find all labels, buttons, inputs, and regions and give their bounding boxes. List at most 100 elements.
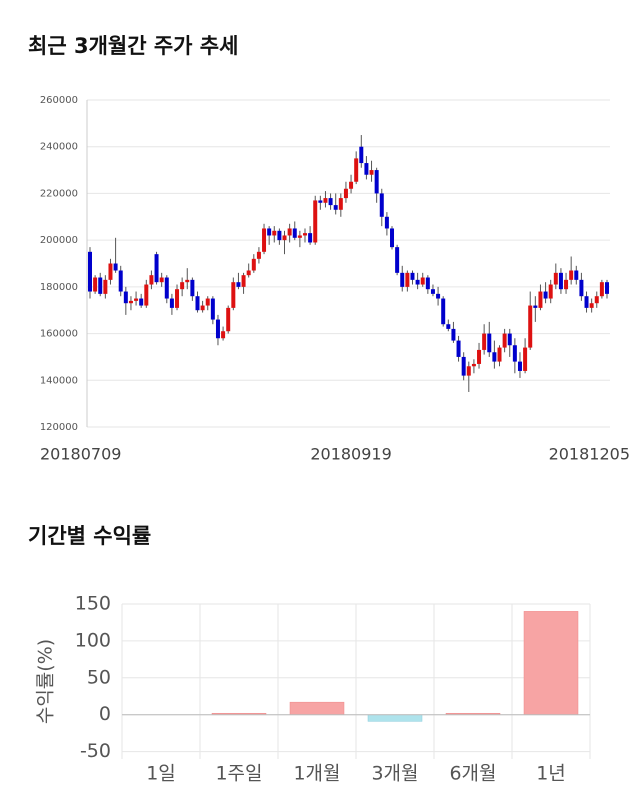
candle-body xyxy=(395,247,400,273)
candle-body xyxy=(139,298,144,306)
candle-body xyxy=(497,347,502,362)
candle-body xyxy=(384,216,389,229)
candle-body xyxy=(359,146,364,164)
candle-body xyxy=(564,279,569,290)
candle-body xyxy=(267,228,272,236)
y-tick-label: 50 xyxy=(87,666,111,688)
candle-body xyxy=(338,198,343,210)
candle-body xyxy=(108,263,113,280)
candle-body xyxy=(390,228,395,248)
candle-body xyxy=(507,333,512,346)
candle-body xyxy=(558,272,563,290)
candle-body xyxy=(118,270,123,292)
candle-body xyxy=(241,275,246,287)
candle-body xyxy=(584,296,589,308)
candle-body xyxy=(512,345,517,362)
candle-body xyxy=(277,230,282,241)
candle-body xyxy=(98,277,103,294)
candle-body xyxy=(333,205,338,210)
candle-body xyxy=(323,198,328,203)
candle-body xyxy=(134,298,139,301)
x-tick-label: 1개월 xyxy=(293,763,340,785)
candle-body xyxy=(533,305,538,308)
x-tick-label: 1년 xyxy=(536,763,566,785)
candle-body xyxy=(226,307,231,332)
candle-body xyxy=(589,303,594,308)
candle-body xyxy=(128,300,133,304)
candle-body xyxy=(354,158,359,182)
candle-body xyxy=(297,235,302,238)
candle-body xyxy=(369,170,374,175)
candle-body xyxy=(313,200,318,243)
candle-body xyxy=(231,282,236,308)
candle-body xyxy=(221,331,226,339)
candle-body xyxy=(159,277,164,283)
candle-body xyxy=(471,363,476,367)
y-tick-label: 220000 xyxy=(40,188,78,199)
candle-body xyxy=(379,193,384,217)
candle-body xyxy=(410,272,415,280)
candle-body xyxy=(262,228,267,252)
x-tick-label: 20180919 xyxy=(310,445,391,464)
candle-body xyxy=(466,366,471,376)
y-tick-label: 260000 xyxy=(40,95,78,106)
y-tick-label: 200000 xyxy=(40,235,78,246)
bar xyxy=(289,701,345,715)
section-title: 최근 3개월간 주가 추세 xyxy=(28,34,238,58)
candle-body xyxy=(236,282,241,287)
candle-body xyxy=(579,279,584,297)
candle-body xyxy=(144,284,149,306)
candle-body xyxy=(523,347,528,371)
candle-body xyxy=(548,284,553,299)
candle-body xyxy=(292,228,297,238)
x-tick-label: 20181205 xyxy=(549,445,630,464)
candle-body xyxy=(492,352,497,362)
candle-body xyxy=(543,291,548,299)
candle-body xyxy=(420,277,425,285)
candle-body xyxy=(374,170,379,194)
y-tick-label: 140000 xyxy=(40,375,78,386)
candle-body xyxy=(599,282,604,297)
candle-body xyxy=(538,291,543,308)
y-tick-label: 240000 xyxy=(40,142,78,153)
y-tick-label: 150 xyxy=(75,593,111,615)
candle-body xyxy=(93,277,98,292)
y-tick-label: -50 xyxy=(80,740,111,762)
candle-body xyxy=(256,251,261,259)
candle-body xyxy=(400,272,405,287)
candle-body xyxy=(528,305,533,348)
x-tick-label: 20180709 xyxy=(40,445,121,464)
candle-body xyxy=(272,230,277,236)
candle-body xyxy=(200,305,205,311)
candle-body xyxy=(502,333,507,348)
candle-body xyxy=(456,340,461,357)
section-title: 기간별 수익률 xyxy=(28,524,151,548)
candle-body xyxy=(605,282,609,294)
candle-body xyxy=(425,277,430,290)
x-tick-label: 1일 xyxy=(146,763,176,785)
candle-body xyxy=(308,233,313,243)
candle-body xyxy=(195,296,200,311)
candle-body xyxy=(123,291,128,304)
bar xyxy=(367,714,423,722)
candle-body xyxy=(302,233,307,236)
y-tick-label: 0 xyxy=(99,703,111,725)
bar xyxy=(523,611,579,715)
x-tick-label: 1주일 xyxy=(215,763,262,785)
candle-body xyxy=(349,181,354,189)
x-tick-label: 6개월 xyxy=(449,763,496,785)
candle-body xyxy=(154,254,159,283)
y-tick-label: 100 xyxy=(75,629,111,651)
candle-body xyxy=(343,188,348,199)
candle-body xyxy=(205,298,210,306)
candle-body xyxy=(251,258,256,271)
candle-body xyxy=(185,279,190,283)
candle-body xyxy=(482,333,487,350)
candle-body xyxy=(215,319,220,339)
candle-body xyxy=(517,361,522,371)
candle-body xyxy=(574,270,579,280)
candle-body xyxy=(328,198,333,206)
candle-body xyxy=(210,298,215,320)
candle-body xyxy=(436,293,441,299)
